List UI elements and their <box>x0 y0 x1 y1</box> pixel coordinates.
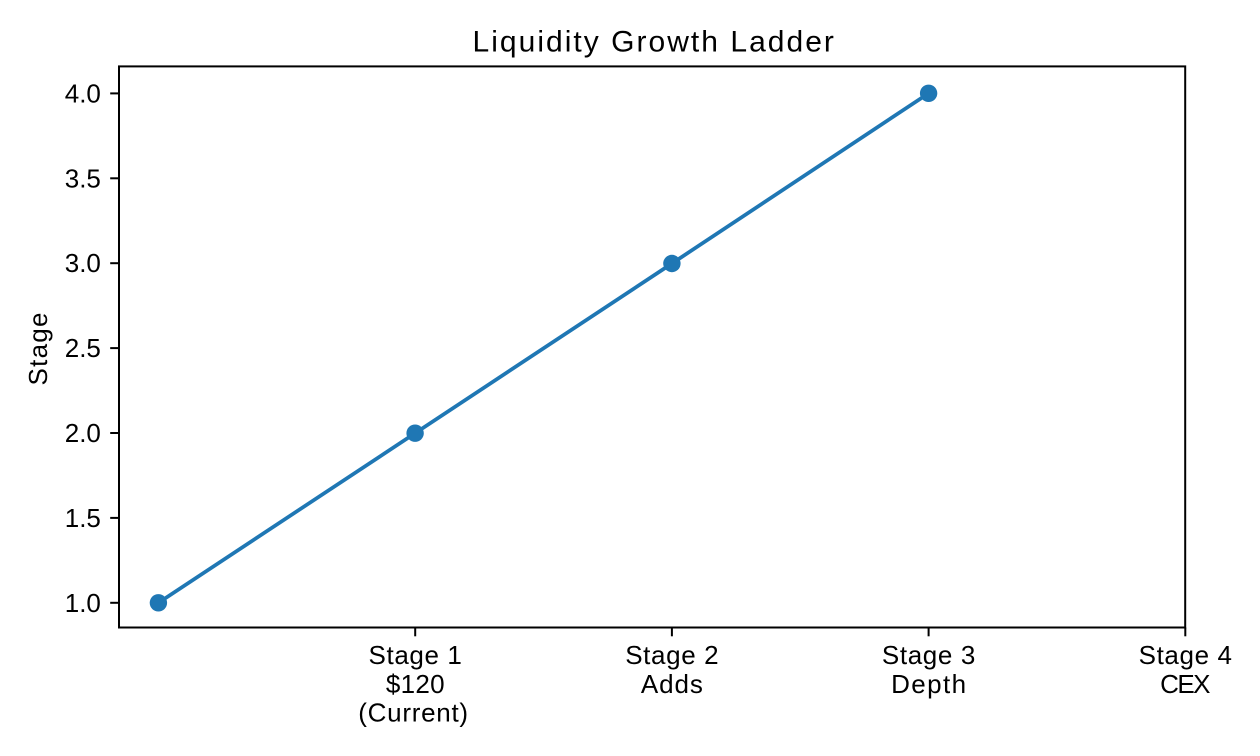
svg-text:Stage: Stage <box>23 313 53 386</box>
svg-text:(Current): (Current) <box>358 698 468 728</box>
svg-text:Stage 1: Stage 1 <box>369 640 462 670</box>
svg-text:3.0: 3.0 <box>65 248 101 278</box>
svg-text:Liquidity Growth Ladder: Liquidity Growth Ladder <box>473 26 834 59</box>
svg-text:1.5: 1.5 <box>65 503 101 533</box>
svg-text:CEX: CEX <box>1160 669 1210 699</box>
svg-text:Stage 4: Stage 4 <box>1139 640 1232 670</box>
svg-text:$120: $120 <box>386 669 445 699</box>
svg-text:Depth: Depth <box>891 669 966 699</box>
svg-text:1.0: 1.0 <box>65 588 101 618</box>
svg-text:2.0: 2.0 <box>65 418 101 448</box>
svg-text:Stage 3: Stage 3 <box>882 640 975 670</box>
svg-text:3.5: 3.5 <box>65 163 101 193</box>
svg-text:Adds: Adds <box>641 669 703 699</box>
svg-text:2.5: 2.5 <box>65 333 101 363</box>
svg-text:Stage 2: Stage 2 <box>625 640 718 670</box>
svg-text:4.0: 4.0 <box>65 78 101 108</box>
